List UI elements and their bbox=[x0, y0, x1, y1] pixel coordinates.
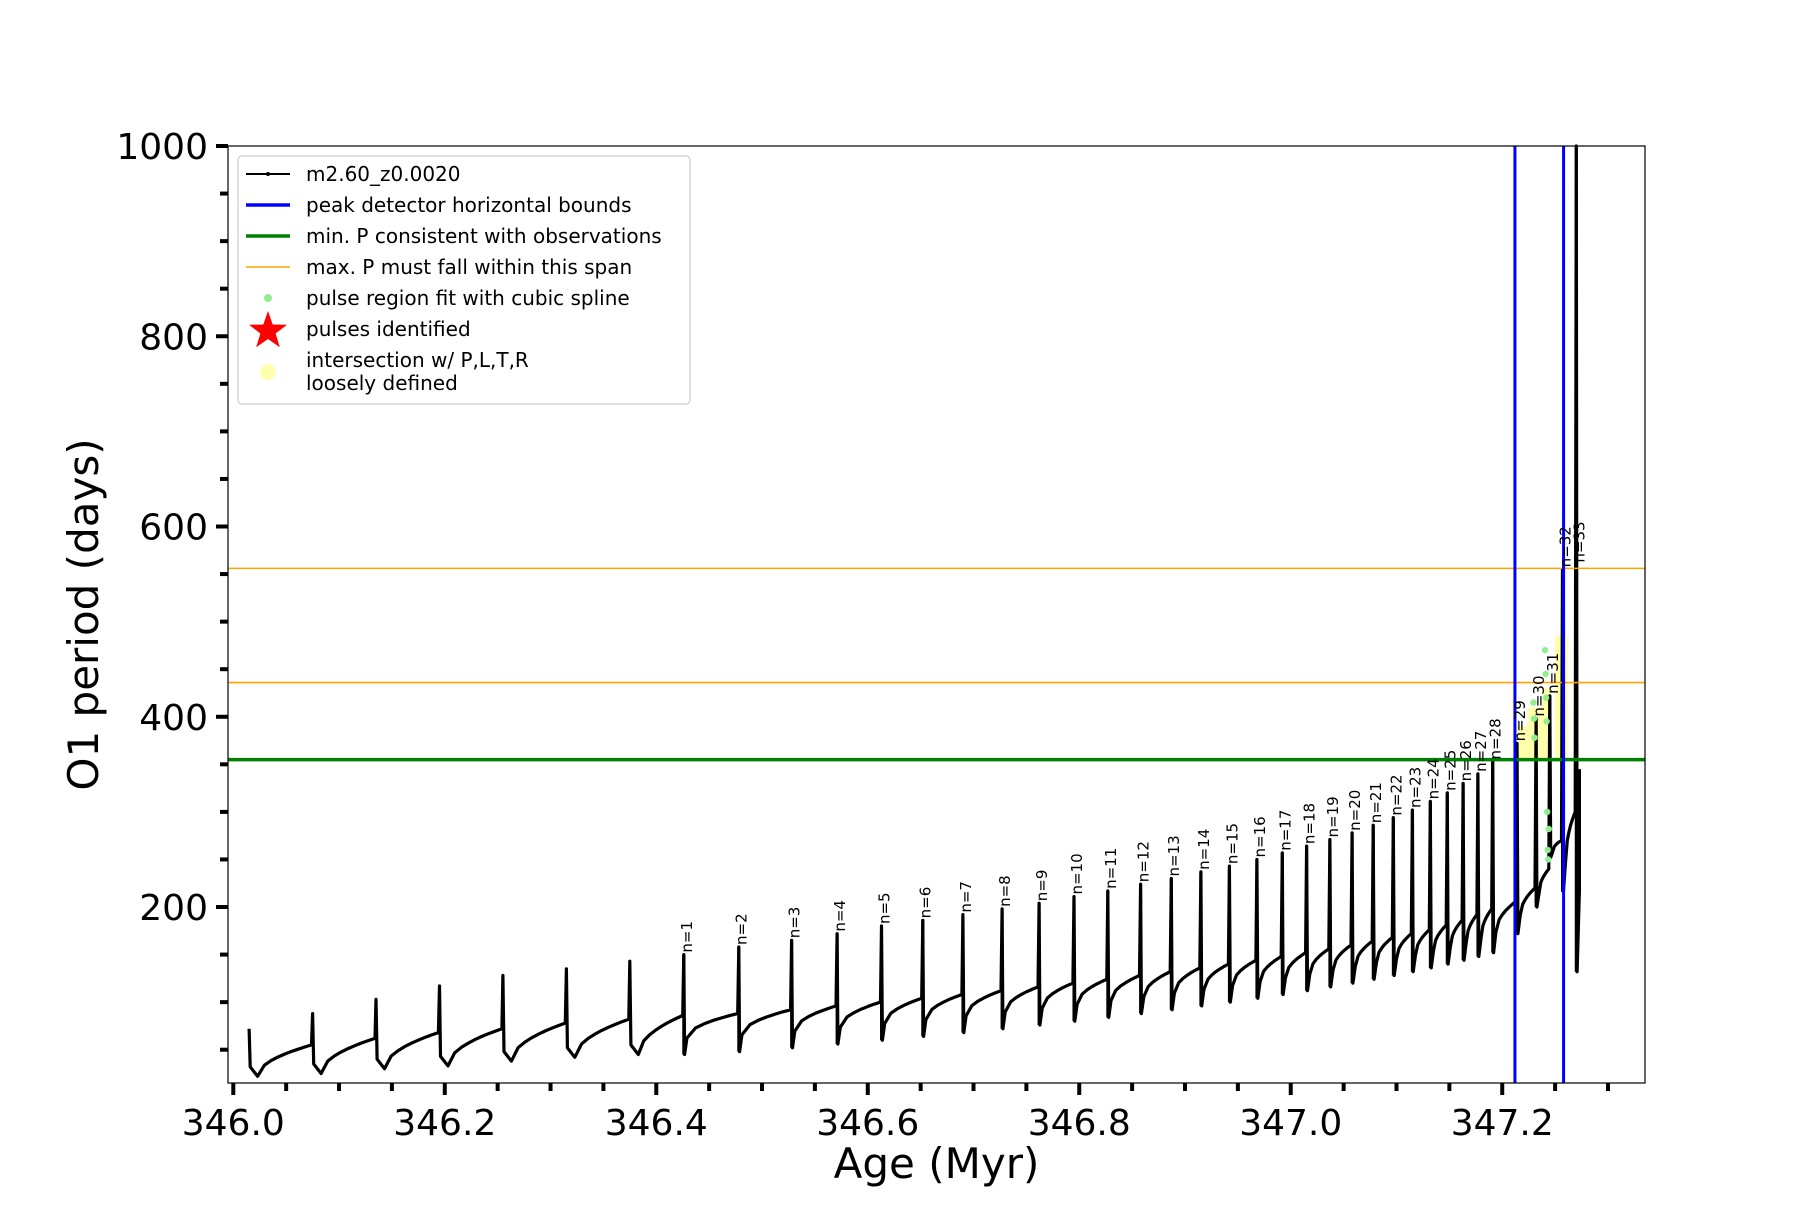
legend-box bbox=[237, 155, 691, 405]
pulse-label: n=2 bbox=[733, 913, 751, 945]
x-axis: 346.0 346.2 346.4 346.6 346.8 347.0 347.2 bbox=[182, 1083, 1610, 1144]
plot-frame bbox=[227, 145, 1646, 1084]
legend-label: peak detector horizontal bounds bbox=[306, 193, 632, 217]
y-tick-label: 600 bbox=[139, 508, 208, 549]
y-tick-label: 1000 bbox=[116, 127, 208, 168]
pulse-label: n=31 bbox=[1544, 653, 1562, 694]
spline-point bbox=[1543, 718, 1550, 725]
pulse-label: n=9 bbox=[1033, 870, 1051, 902]
legend-label: pulse region fit with cubic spline bbox=[306, 286, 630, 310]
legend-label: intersection w/ P,L,T,R loosely defined bbox=[306, 348, 529, 395]
pulse-label: n=16 bbox=[1251, 816, 1269, 857]
x-tick-label: 346.0 bbox=[182, 1103, 285, 1144]
pulse-label: n=12 bbox=[1135, 841, 1153, 882]
y-axis-title: O1 period (days) bbox=[59, 438, 108, 790]
pulse-label: n=23 bbox=[1406, 767, 1424, 808]
spline-point bbox=[1531, 734, 1538, 741]
y-axis: 200 400 600 800 1000 bbox=[116, 127, 228, 1052]
legend-marker bbox=[264, 294, 272, 302]
legend-marker bbox=[260, 364, 276, 380]
pulse-label: n=17 bbox=[1276, 810, 1294, 851]
pulse-label: n=18 bbox=[1301, 803, 1319, 844]
spline-point bbox=[1530, 699, 1537, 706]
x-tick-label: 346.4 bbox=[605, 1103, 708, 1144]
pulse-label: n=28 bbox=[1487, 718, 1505, 759]
legend-label: m2.60_z0.0020 bbox=[306, 162, 461, 186]
spline-point bbox=[1544, 846, 1551, 854]
pulse-label: n=15 bbox=[1223, 823, 1241, 864]
legend-marker bbox=[249, 311, 287, 348]
spline-point bbox=[1542, 694, 1550, 701]
pulse-label: n=20 bbox=[1346, 790, 1364, 831]
pulse-label: n=10 bbox=[1068, 853, 1086, 894]
pulse-label: n=26 bbox=[1457, 740, 1475, 781]
legend-label: max. P must fall within this span bbox=[306, 255, 632, 279]
pulse-label: n=24 bbox=[1424, 758, 1442, 799]
y-tick-label: 400 bbox=[139, 698, 208, 739]
pulse-label: n=25 bbox=[1441, 750, 1459, 791]
x-tick-label: 346.8 bbox=[1028, 1103, 1131, 1144]
pulse-label: n=1 bbox=[678, 921, 696, 953]
pulse-label: n=29 bbox=[1511, 700, 1529, 741]
legend-marker-dot bbox=[266, 172, 270, 176]
legend-label-line: m2.60_z0.0020 bbox=[306, 162, 461, 186]
pulse-label: n=27 bbox=[1472, 731, 1490, 772]
pulse-label: n=19 bbox=[1324, 796, 1342, 837]
pulse-labels: n=1 n=2 n=3 n=4 n=5 n=6 n=7 n=8 n=9 n=10 n=11 n=12 n… bbox=[678, 521, 1588, 952]
spline-point bbox=[1541, 646, 1549, 654]
x-axis-title: Age (Myr) bbox=[834, 1139, 1040, 1188]
legend-label: min. P consistent with observations bbox=[306, 224, 662, 248]
pulse-label: n=8 bbox=[996, 875, 1014, 907]
spline-point bbox=[1542, 670, 1549, 678]
pulse-label: n=6 bbox=[917, 887, 935, 919]
spline-points bbox=[1530, 646, 1552, 863]
pulse-label: n=30 bbox=[1530, 675, 1548, 716]
pulse-label: n=33 bbox=[1570, 521, 1588, 562]
legend-label-line: max. P must fall within this span bbox=[306, 255, 632, 279]
spline-point bbox=[1545, 856, 1552, 863]
x-tick-label: 346.2 bbox=[393, 1103, 496, 1144]
y-tick-label: 200 bbox=[139, 888, 208, 929]
legend-label-line: pulses identified bbox=[306, 317, 471, 341]
spline-point bbox=[1545, 825, 1552, 833]
pulse-label: n=4 bbox=[831, 900, 849, 932]
pulse-label: n=32 bbox=[1557, 526, 1575, 567]
spline-point bbox=[1530, 715, 1538, 722]
legend-label: pulses identified bbox=[306, 317, 471, 341]
pulse-label: n=5 bbox=[876, 892, 894, 924]
legend-label-line: pulse region fit with cubic spline bbox=[306, 286, 630, 310]
legend-label-line: intersection w/ P,L,T,R bbox=[306, 348, 529, 372]
pulse-label: n=14 bbox=[1195, 829, 1213, 870]
x-tick-label: 346.6 bbox=[816, 1103, 919, 1144]
legend-label-line: loosely defined bbox=[306, 371, 458, 395]
legend-label-line: min. P consistent with observations bbox=[306, 224, 662, 248]
pulse-label: n=7 bbox=[957, 881, 975, 913]
y-tick-label: 800 bbox=[139, 317, 208, 358]
pulse-label: n=21 bbox=[1367, 782, 1385, 823]
pulse-label: n=13 bbox=[1165, 835, 1183, 876]
pulse-label: n=11 bbox=[1102, 848, 1120, 889]
pulse-label: n=3 bbox=[786, 907, 804, 939]
legend-label-line: peak detector horizontal bounds bbox=[306, 193, 632, 217]
x-tick-label: 347.2 bbox=[1451, 1103, 1554, 1144]
reference-lines bbox=[228, 146, 1645, 1083]
spline-point bbox=[1543, 808, 1551, 816]
x-tick-label: 347.0 bbox=[1239, 1103, 1342, 1144]
pulse-label: n=22 bbox=[1387, 774, 1405, 815]
